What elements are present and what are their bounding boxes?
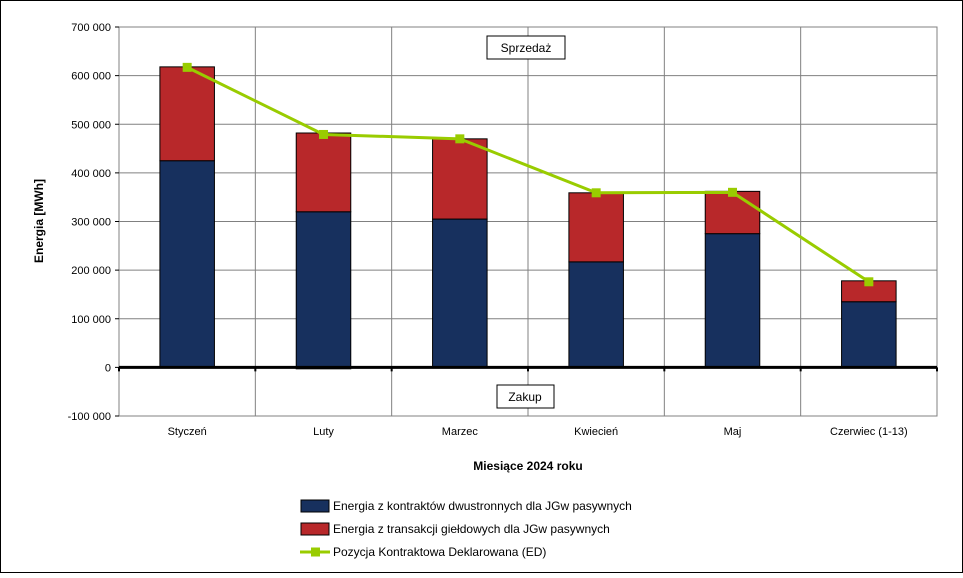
x-axis-title: Miesiące 2024 roku [473, 459, 582, 473]
ed-marker [864, 277, 874, 287]
ed-marker [728, 187, 737, 197]
legend-swatch [300, 499, 330, 513]
legend-label: Energia z transakcji giełdowych dla JGw … [333, 522, 610, 536]
y-axis-ticks: 700 000 600 000 500 000 400 000 300 000 200 0… [68, 22, 119, 423]
ed-marker [319, 129, 328, 139]
top-annotation: Sprzedaż [486, 35, 566, 60]
bar-segment [841, 301, 897, 368]
top-annotation-box [486, 35, 566, 60]
y-tick-label: 200 000 [71, 265, 111, 277]
bar-segment [159, 160, 215, 368]
x-tick-label: Kwiecień [574, 426, 618, 438]
x-axis-ticks: Styczeń Luty Marzec Kwiecień Maj Czerwiec (1-… [168, 426, 908, 438]
x-tick-label: Maj [724, 426, 742, 438]
bar-segment [432, 218, 488, 368]
ed-marker [455, 134, 465, 144]
y-tick-label: 500 000 [71, 119, 111, 131]
y-tick-label: 700 000 [71, 22, 111, 34]
bottom-annotation-label: Zakup [508, 390, 542, 404]
top-annotation-label: Sprzedaż [501, 41, 552, 55]
bottom-annotation-box [496, 384, 555, 409]
y-tick-label: 300 000 [71, 217, 111, 229]
legend: Energia z kontraktów dwustronnych dla JG… [300, 499, 632, 559]
bar-segment [704, 233, 761, 368]
x-tick-label: Marzec [442, 426, 479, 438]
legend-swatch [300, 522, 330, 536]
ed-marker [591, 188, 601, 198]
zero-axis [118, 365, 938, 372]
y-tick-label: 600 000 [71, 71, 111, 83]
legend-label: Energia z kontraktów dwustronnych dla JG… [333, 499, 632, 513]
bar-segment [295, 132, 352, 213]
y-tick-label: 0 [105, 362, 111, 374]
legend-label: Pozycja Kontraktowa Deklarowana (ED) [333, 545, 546, 559]
bottom-annotation: Zakup [496, 384, 555, 409]
bar-segment [432, 138, 488, 220]
y-tick-label: 100 000 [71, 314, 111, 326]
y-tick-label: -100 000 [68, 411, 111, 423]
bar-segment [704, 190, 761, 235]
legend-marker [311, 547, 320, 557]
bar-segment [295, 211, 352, 368]
ed-line [186, 66, 870, 284]
x-tick-label: Luty [313, 426, 334, 438]
bar-segment [159, 66, 215, 162]
y-tick-label: 400 000 [71, 168, 111, 180]
bar-segment [568, 261, 624, 368]
line-series [182, 62, 874, 287]
y-axis-title: Energia [MWh] [32, 179, 46, 263]
x-tick-label: Czerwiec (1-13) [830, 426, 908, 438]
grid [119, 26, 937, 417]
bars [159, 66, 897, 370]
ed-marker [182, 62, 192, 72]
bar-segment [568, 192, 624, 263]
x-tick-label: Styczeń [168, 426, 207, 438]
